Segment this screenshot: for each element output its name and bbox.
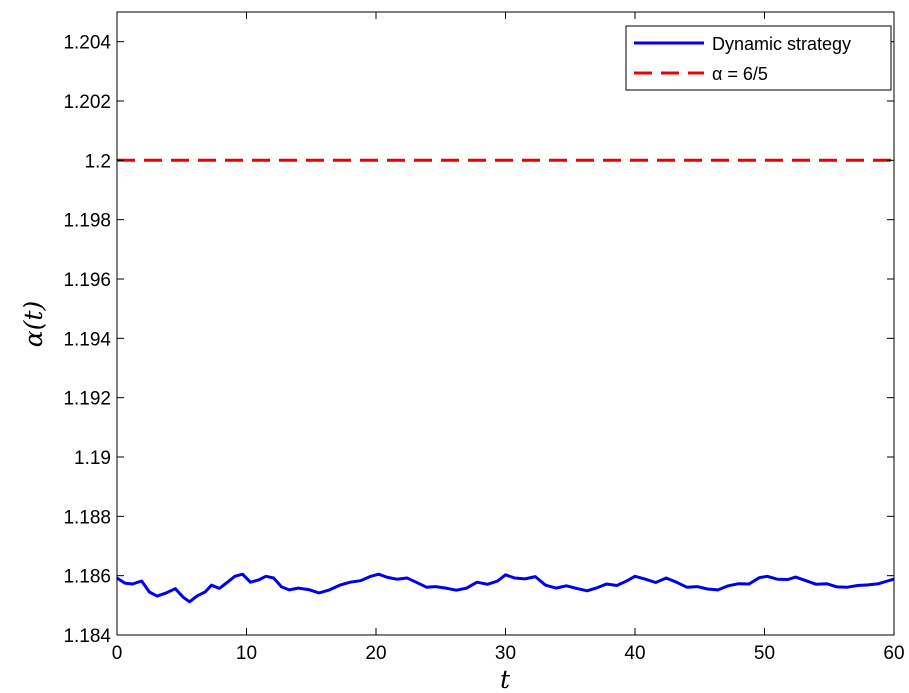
- y-tick-label: 1.19: [74, 448, 111, 469]
- x-tick-label: 30: [495, 643, 516, 664]
- legend: Dynamic strategy α = 6/5: [625, 25, 892, 91]
- y-axis-label: α(t): [19, 301, 48, 347]
- x-tick-label: 10: [236, 643, 257, 664]
- legend-label-alpha-six-fifths: α = 6/5: [712, 64, 768, 84]
- legend-label-dynamic-strategy: Dynamic strategy: [712, 34, 851, 54]
- x-axis: 0 10 20 30 40 50 60: [112, 12, 905, 664]
- x-tick-label: 40: [624, 643, 645, 664]
- y-tick-label: 1.196: [63, 270, 111, 291]
- y-tick-label: 1.202: [63, 92, 111, 113]
- x-tick-label: 20: [365, 643, 386, 664]
- legend-box: [625, 25, 892, 91]
- x-axis-label: t: [500, 665, 511, 693]
- y-tick-label: 1.198: [63, 211, 111, 232]
- y-tick-label: 1.194: [63, 329, 111, 350]
- plot-area: [117, 12, 894, 635]
- y-axis: 1.184 1.186 1.188 1.19 1.192 1.194 1.196 1.198 1…: [63, 33, 894, 647]
- y-tick-label: 1.186: [63, 567, 111, 588]
- y-tick-label: 1.188: [63, 507, 111, 528]
- x-tick-label: 0: [112, 643, 123, 664]
- x-tick-label: 60: [883, 643, 904, 664]
- y-tick-label: 1.184: [63, 626, 111, 647]
- x-tick-label: 50: [754, 643, 775, 664]
- y-tick-label: 1.192: [63, 389, 111, 410]
- y-tick-label: 1.204: [63, 33, 111, 54]
- y-tick-label: 1.2: [85, 151, 111, 172]
- series-layer: [116, 158, 895, 604]
- series-line-dynamic-strategy: [116, 572, 895, 604]
